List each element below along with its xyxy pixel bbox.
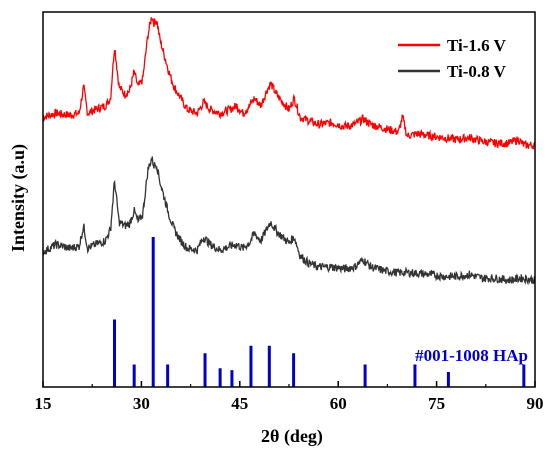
plot-area xyxy=(42,17,536,387)
series-line-1 xyxy=(42,17,536,150)
x-tick-label: 75 xyxy=(428,394,445,413)
x-axis-label: 2θ (deg) xyxy=(261,426,323,447)
legend-label-series-2: Ti-0.8 V xyxy=(447,62,507,81)
x-tick-label: 90 xyxy=(527,394,544,413)
reference-pattern-label: #001-1008 HAp xyxy=(415,346,528,365)
legend: Ti-1.6 V Ti-0.8 V xyxy=(398,36,507,81)
x-tick-label: 30 xyxy=(133,394,150,413)
axes: 15 30 45 60 75 90 xyxy=(35,11,544,413)
y-axis-label: Intensity (a.u) xyxy=(8,144,29,252)
x-tick-label: 60 xyxy=(330,394,347,413)
legend-label-series-1: Ti-1.6 V xyxy=(447,36,507,55)
x-tick-label: 15 xyxy=(35,394,52,413)
series-line-2 xyxy=(42,156,536,286)
x-tick-label: 45 xyxy=(231,394,248,413)
